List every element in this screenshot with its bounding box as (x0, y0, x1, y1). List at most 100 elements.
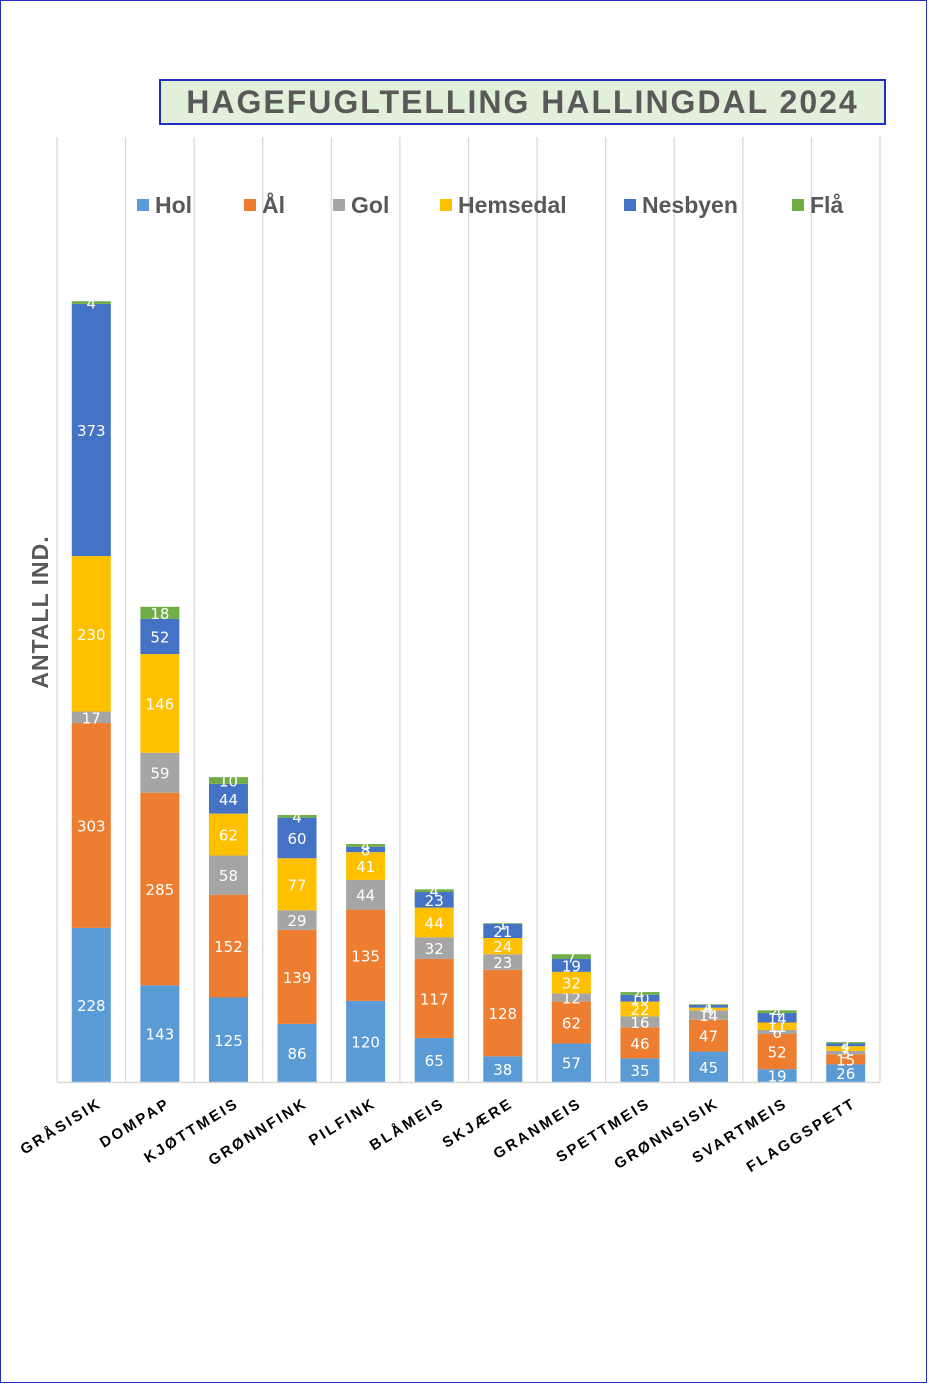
bar-segment (277, 817, 317, 859)
bar-segment (71, 556, 111, 712)
bar-segment (620, 1027, 660, 1059)
data-label: 152 (214, 938, 243, 956)
data-label: 38 (493, 1061, 512, 1079)
bar-segment (208, 777, 248, 784)
data-label: 44 (356, 887, 375, 905)
legend-label: Hol (155, 192, 192, 218)
bar-segment (346, 1000, 386, 1082)
bar-segment (620, 994, 660, 1002)
bar-segment (689, 1010, 729, 1020)
bar-segment (551, 1043, 591, 1082)
data-label: 230 (77, 626, 106, 644)
data-label: 303 (77, 817, 106, 835)
bar-segment (757, 1022, 797, 1030)
bar-segment (140, 792, 180, 986)
data-label: 143 (146, 1026, 175, 1044)
bar-segment (551, 993, 591, 1002)
bar-segment (414, 1038, 454, 1082)
bar-segment (277, 814, 317, 818)
data-label: 77 (287, 876, 306, 894)
data-label: 8 (361, 841, 371, 859)
data-label: 23 (425, 892, 444, 910)
data-label: 60 (287, 830, 306, 848)
bar-segment (414, 907, 454, 938)
data-label: 29 (287, 912, 306, 930)
data-label: 22 (630, 1001, 649, 1019)
data-label: 4 (635, 985, 645, 1003)
bar-segment (689, 1004, 729, 1005)
bar-segment (277, 858, 317, 911)
legend-swatch (333, 199, 345, 211)
bar-segment (757, 1013, 797, 1023)
bar-segment (414, 937, 454, 959)
data-label: 4 (704, 998, 714, 1016)
bar-segment (208, 855, 248, 895)
category-label: GRÅSISIK (17, 1095, 104, 1158)
data-label: 18 (150, 605, 169, 623)
bar-segment (620, 1001, 660, 1017)
bar-segment (414, 892, 454, 908)
bar-segment (208, 813, 248, 856)
legend-swatch (440, 199, 452, 211)
data-label: 6 (772, 1024, 782, 1042)
data-label: 19 (768, 1068, 787, 1086)
data-label: 52 (768, 1044, 787, 1062)
data-label: 125 (214, 1032, 243, 1050)
bar-segment (71, 711, 111, 724)
legend-label: Flå (810, 192, 843, 218)
data-label: 58 (219, 867, 238, 885)
data-label: 1 (704, 997, 714, 1015)
category-label: BLÅMEIS (367, 1095, 448, 1154)
bar-segment (551, 954, 591, 959)
bar-segment (140, 752, 180, 793)
bar-segment (346, 879, 386, 910)
data-label: 5 (841, 1045, 851, 1063)
bar-segment (689, 1051, 729, 1082)
data-label: 23 (493, 954, 512, 972)
data-label: 146 (146, 695, 175, 713)
legend-swatch (792, 199, 804, 211)
data-label: 47 (699, 1028, 718, 1046)
data-label: 15 (836, 1051, 855, 1069)
data-label: 11 (768, 1018, 787, 1036)
legend-swatch (624, 199, 636, 211)
data-label: 2 (841, 1035, 851, 1053)
bar-segment (346, 852, 386, 880)
bar-segment (826, 1064, 866, 1082)
bar-segment (551, 958, 591, 972)
bar-segment (689, 1019, 729, 1052)
bar-segment (757, 1010, 797, 1014)
bar-segment (346, 909, 386, 1001)
bar-segment (483, 954, 523, 970)
bar-segment (826, 1050, 866, 1055)
data-label: 228 (77, 997, 106, 1015)
data-label: 62 (219, 827, 238, 845)
bar-segment (71, 927, 111, 1082)
data-label: 7 (567, 949, 577, 967)
chart-title-box: HAGEFUGLTELLING HALLINGDAL 2024 (159, 79, 886, 125)
bar-segment (551, 971, 591, 994)
bar-segment (483, 923, 523, 924)
data-label: 52 (150, 629, 169, 647)
data-label: 373 (77, 422, 106, 440)
data-label: 120 (351, 1033, 380, 1051)
legend-swatch (244, 199, 256, 211)
legend-label: Nesbyen (642, 192, 738, 218)
bar-segment (277, 929, 317, 1024)
bar-segment (140, 654, 180, 753)
bar-segment (689, 1004, 729, 1008)
bar-segment (483, 938, 523, 955)
bar-segment (483, 923, 523, 939)
data-label: 117 (420, 991, 449, 1009)
bar-segment (208, 783, 248, 814)
data-label: 135 (351, 947, 380, 965)
bar-segment (346, 844, 386, 847)
data-label: 4 (292, 808, 302, 826)
bar-segment (551, 1001, 591, 1044)
bar-segment (620, 1016, 660, 1028)
bar-segment (414, 889, 454, 893)
data-label: 12 (562, 990, 581, 1008)
bar-segment (140, 985, 180, 1082)
